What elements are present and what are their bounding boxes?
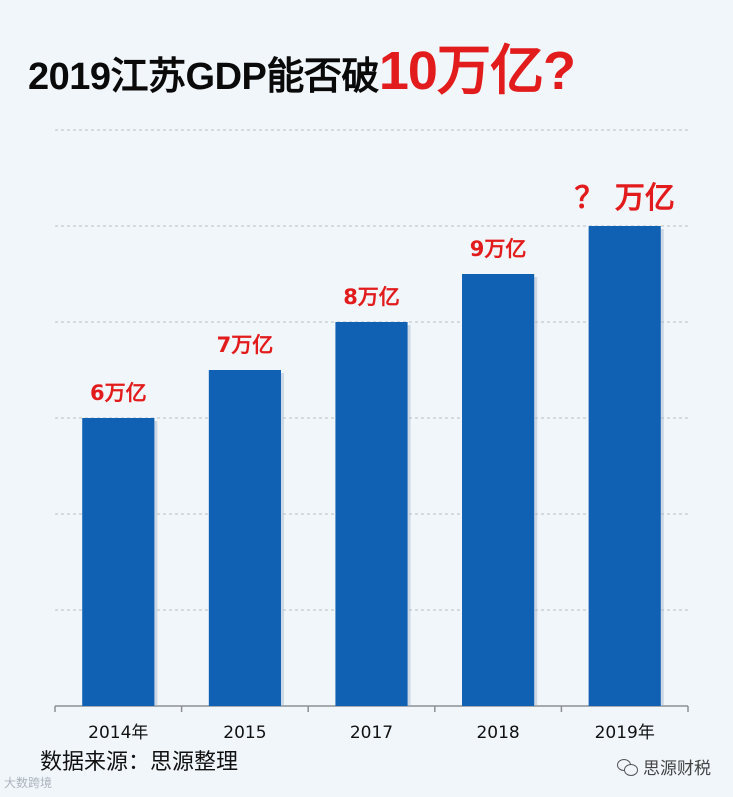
x-tick-label: 2014年: [88, 723, 148, 743]
watermark-right: 思源财税: [617, 754, 711, 779]
data-label: ？ 万亿: [574, 181, 674, 216]
bar: [335, 322, 408, 706]
x-tick-label: 2019年: [595, 723, 655, 743]
x-tick-label: 2018: [476, 723, 519, 743]
bar: [82, 418, 155, 706]
data-source-note: 数据来源：思源整理: [40, 750, 239, 775]
title-main: 2019江苏GDP能否破: [28, 56, 379, 98]
data-label: 7万亿: [217, 333, 274, 357]
x-tick-label: 2017: [350, 723, 393, 743]
bar: [208, 370, 281, 706]
data-label: 6万亿: [90, 381, 147, 405]
title-accent: 10万亿?: [378, 41, 576, 101]
data-label: 9万亿: [470, 237, 527, 261]
watermark-left: 大数跨境: [4, 776, 53, 790]
wechat-icon: [617, 758, 639, 776]
x-tick-label: 2015: [223, 723, 266, 743]
chart-title: 2019江苏GDP能否破 10万亿?: [28, 26, 576, 101]
bar: [588, 226, 661, 706]
bar: [462, 274, 535, 706]
data-label: 8万亿: [343, 285, 400, 309]
watermark-right-label: 思源财税: [643, 759, 711, 779]
